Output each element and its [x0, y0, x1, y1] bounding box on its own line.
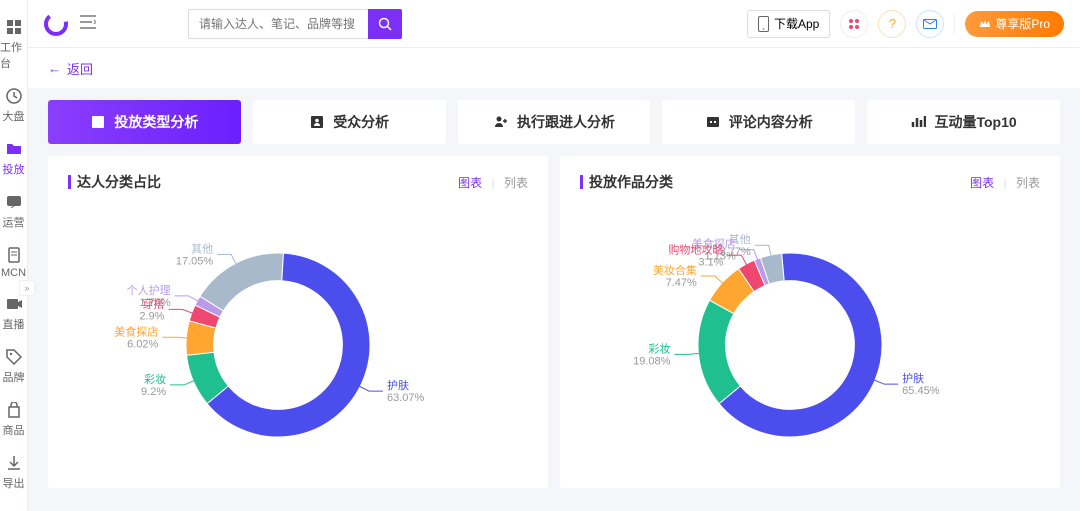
bars-icon — [910, 114, 926, 130]
badge-icon — [5, 246, 23, 264]
sidebar-item-7[interactable]: 商品 — [0, 393, 27, 446]
svg-text:美妆合集7.47%: 美妆合集7.47% — [653, 263, 697, 289]
search-icon — [378, 17, 392, 31]
tab-1[interactable]: 受众分析 — [253, 100, 446, 144]
folder-icon — [5, 140, 23, 158]
chart1-view-chart[interactable]: 图表 — [458, 176, 482, 190]
video-icon — [5, 295, 23, 313]
arrow-left-icon: ← — [48, 61, 61, 76]
tab-label: 受众分析 — [333, 112, 389, 132]
pro-button[interactable]: 尊享版Pro — [965, 11, 1064, 37]
chart1-body: 护肤63.07%其他17.05%个人护理1.76%穿搭2.9%美食探店6.02%… — [68, 200, 528, 480]
sidebar-item-8[interactable]: 导出 — [0, 446, 27, 499]
sidebar-item-label: 商品 — [3, 422, 25, 438]
svg-text:美食探店6.02%: 美食探店6.02% — [114, 324, 158, 350]
download-app-button[interactable]: 下载App — [747, 10, 830, 38]
svg-text:护肤65.45%: 护肤65.45% — [902, 371, 940, 397]
tab-label: 评论内容分析 — [729, 112, 813, 132]
tab-3[interactable]: 评论内容分析 — [662, 100, 855, 144]
sidebar: 工作台大盘投放运营MCN直播品牌商品导出» — [0, 0, 28, 511]
tag-icon — [5, 348, 23, 366]
logo — [44, 12, 68, 36]
download-app-label: 下载App — [774, 15, 819, 32]
tab-2[interactable]: 执行跟进人分析 — [458, 100, 651, 144]
chart2-title: 投放作品分类 — [580, 172, 673, 192]
sidebar-item-view[interactable] — [0, 499, 27, 511]
svg-text:穿搭2.9%: 穿搭2.9% — [139, 296, 164, 322]
tab-label: 投放类型分析 — [114, 112, 198, 132]
back-bar: ← 返回 — [28, 48, 1080, 88]
sidebar-item-label: 品牌 — [3, 369, 25, 385]
grid-icon — [5, 18, 23, 36]
chat-icon — [5, 193, 23, 211]
chart1-view-list[interactable]: 列表 — [504, 176, 528, 190]
tab-label: 互动量Top10 — [934, 112, 1016, 132]
mail-button[interactable] — [916, 10, 944, 38]
crown-icon — [979, 19, 991, 29]
apps-button[interactable] — [840, 10, 868, 38]
back-label: 返回 — [67, 59, 93, 78]
bag-icon — [5, 401, 23, 419]
chart2-view-toggle: 图表 | 列表 — [970, 174, 1040, 191]
sidebar-item-label: 工作台 — [0, 39, 27, 71]
person-plus-icon — [493, 114, 509, 130]
chart-card-1: 达人分类占比 图表 | 列表 护肤63.07%其他17.05%个人护理1.76%… — [48, 156, 548, 488]
chart1-title: 达人分类占比 — [68, 172, 161, 192]
phone-icon — [758, 16, 769, 32]
dots-icon — [847, 17, 861, 31]
topbar: 下载App ? 尊享版Pro — [28, 0, 1080, 48]
sidebar-item-label: MCN — [1, 267, 26, 279]
eye-icon — [5, 507, 23, 511]
sidebar-item-2[interactable]: 投放 — [0, 132, 27, 185]
sidebar-item-label: 直播 — [3, 316, 25, 332]
tab-4[interactable]: 互动量Top10 — [867, 100, 1060, 144]
sidebar-item-label: 运营 — [3, 214, 25, 230]
clock-icon — [5, 87, 23, 105]
pro-label: 尊享版Pro — [995, 15, 1050, 32]
svg-text:彩妆9.2%: 彩妆9.2% — [141, 373, 166, 398]
svg-text:护肤63.07%: 护肤63.07% — [387, 378, 425, 404]
tab-label: 执行跟进人分析 — [517, 112, 615, 132]
quote-icon — [705, 114, 721, 130]
sidebar-item-0[interactable]: 工作台 — [0, 10, 27, 79]
svg-text:其他17.05%: 其他17.05% — [176, 242, 214, 267]
sidebar-expand-toggle[interactable]: » — [19, 280, 35, 296]
help-button[interactable]: ? — [878, 10, 906, 38]
chart1-view-toggle: 图表 | 列表 — [458, 174, 528, 191]
tab-0[interactable]: 投放类型分析 — [48, 100, 241, 144]
chart2-body: 护肤65.45%其他3.77%美食探店1.13%购物地攻略3.1%美妆合集7.4… — [580, 200, 1040, 480]
download-icon — [5, 454, 23, 472]
search-button[interactable] — [368, 9, 402, 39]
search-input[interactable] — [188, 9, 368, 39]
sidebar-item-3[interactable]: 运营 — [0, 185, 27, 238]
mail-icon — [923, 19, 937, 29]
chart-icon — [90, 114, 106, 130]
sidebar-item-label: 投放 — [3, 161, 25, 177]
sidebar-item-1[interactable]: 大盘 — [0, 79, 27, 132]
sidebar-item-6[interactable]: 品牌 — [0, 340, 27, 393]
chart2-view-chart[interactable]: 图表 — [970, 176, 994, 190]
back-link[interactable]: ← 返回 — [48, 59, 93, 78]
person-icon — [309, 114, 325, 130]
analysis-tabs: 投放类型分析 受众分析 执行跟进人分析 评论内容分析 互动量Top10 — [28, 88, 1080, 144]
sidebar-item-label: 导出 — [3, 475, 25, 491]
chart-card-2: 投放作品分类 图表 | 列表 护肤65.45%其他3.77%美食探店1.13%购… — [560, 156, 1060, 488]
chart2-view-list[interactable]: 列表 — [1016, 176, 1040, 190]
sidebar-item-label: 大盘 — [3, 108, 25, 124]
svg-text:彩妆19.08%: 彩妆19.08% — [633, 342, 671, 367]
menu-toggle-icon[interactable] — [80, 15, 96, 32]
